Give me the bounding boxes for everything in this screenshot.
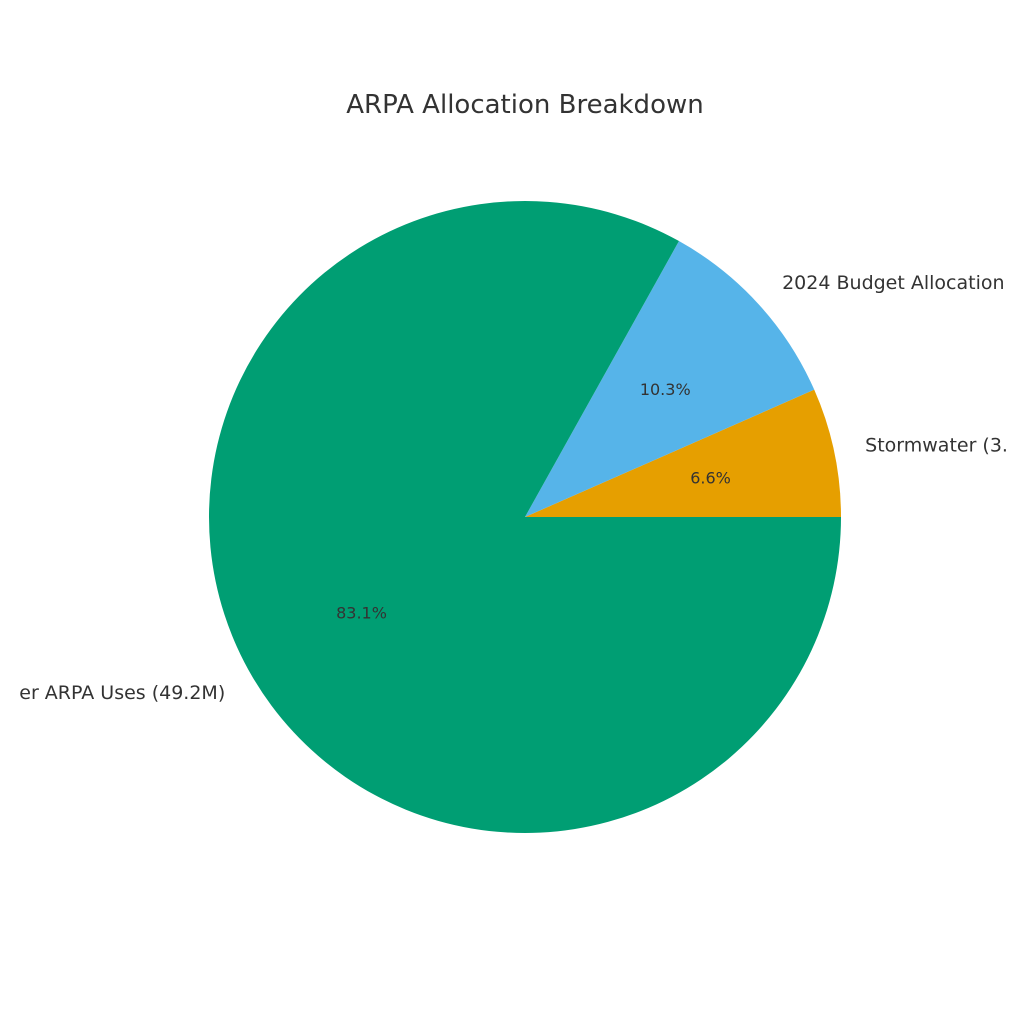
chart-title: ARPA Allocation Breakdown bbox=[346, 90, 703, 120]
slice-label-0: Stormwater (3. bbox=[865, 434, 1008, 456]
percent-label-2: 83.1% bbox=[336, 604, 387, 623]
pie-slice-1 bbox=[525, 241, 815, 517]
pie-slices bbox=[208, 200, 841, 833]
slice-label-1: 2024 Budget Allocation bbox=[782, 272, 1004, 294]
slice-label-2: er ARPA Uses (49.2M) bbox=[19, 682, 225, 704]
pie-slice-2 bbox=[208, 200, 841, 833]
pie-slice-0 bbox=[525, 389, 841, 517]
percent-label-1: 10.3% bbox=[640, 380, 691, 399]
percent-label-0: 6.6% bbox=[690, 468, 731, 487]
slice-labels: Stormwater (3. 2024 Budget Allocation er A… bbox=[19, 272, 1008, 704]
percent-labels: 6.6% 10.3% 83.1% bbox=[336, 380, 731, 623]
